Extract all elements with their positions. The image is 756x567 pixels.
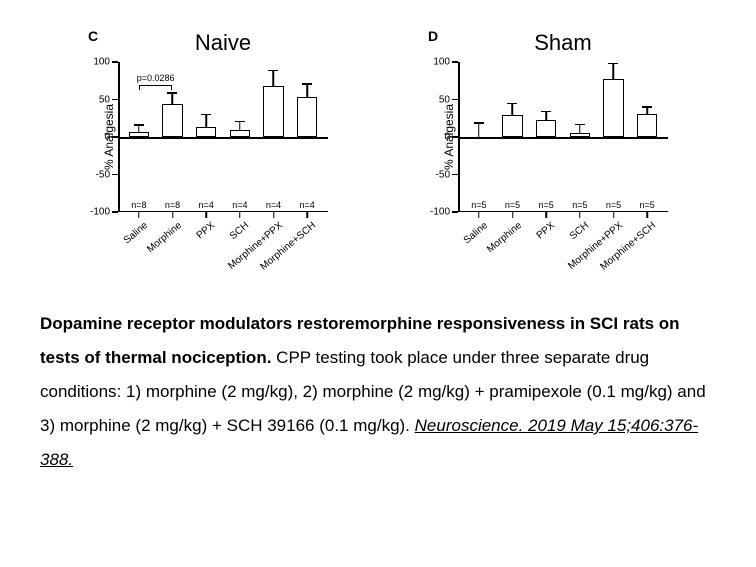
n-label: n=5 [606,200,621,210]
error-bar [646,108,648,114]
n-label: n=4 [300,200,315,210]
ytick-label: -100 [430,207,458,218]
plot-area: -100-50050100% Analgesian=8Salinen=8Morp… [118,62,328,212]
xtick-label: Saline [122,220,150,246]
y-axis-label: % Analgesia [102,104,116,170]
chart-panel-d: DSham -100-50050100% Analgesian=5Salinen=… [408,30,688,212]
xtick-label: SCH [228,220,251,242]
chart-panel-c: CNaive -100-50050100% Analgesian=8Salinen… [68,30,348,212]
panel-letter: D [428,28,438,44]
xtick-label: Morphine [145,220,184,255]
n-label: n=5 [539,200,554,210]
ytick-label: 100 [93,57,118,68]
n-label: n=4 [266,200,281,210]
bar [603,79,623,138]
sig-label: p=0.0286 [137,73,175,83]
bar [263,86,283,137]
bar [196,127,216,138]
error-bar [306,85,308,97]
chart-title: Sham [438,30,688,56]
xtick-label: Morphine [485,220,524,255]
n-label: n=5 [640,200,655,210]
bar [297,97,317,138]
bar [230,130,250,138]
error-bar [545,112,547,120]
error-bar [138,126,140,132]
charts-row: CNaive -100-50050100% Analgesian=8Salinen… [40,30,716,212]
n-label: n=5 [471,200,486,210]
bar [469,137,489,139]
bar [162,104,182,137]
error-bar [512,104,514,115]
xtick-label: PPX [195,220,217,241]
n-label: n=5 [505,200,520,210]
ytick-label: -50 [436,169,458,180]
bar [570,133,590,138]
error-bar [205,115,207,126]
n-label: n=4 [199,200,214,210]
ytick-label: 100 [433,57,458,68]
plot-area: -100-50050100% Analgesian=5Salinen=5Morp… [458,62,668,212]
error-bar [273,71,275,86]
n-label: n=8 [131,200,146,210]
ytick-label: -100 [90,207,118,218]
chart-title: Naive [98,30,348,56]
bar [536,120,556,137]
n-label: n=4 [232,200,247,210]
error-bar [613,64,615,78]
y-axis-label: % Analgesia [442,104,456,170]
bar [129,132,149,137]
error-bar [239,122,241,130]
bar [637,114,657,137]
n-label: n=8 [165,200,180,210]
panel-letter: C [88,28,98,44]
bar [502,115,522,138]
n-label: n=5 [572,200,587,210]
error-bar [478,124,480,138]
figure-caption: Dopamine receptor modulators restoremorp… [40,307,716,477]
xtick-label: Saline [462,220,490,246]
ytick-label: -50 [96,169,118,180]
error-bar [172,94,174,105]
xtick-label: PPX [535,220,557,241]
xtick-label: SCH [568,220,591,242]
error-bar [579,125,581,133]
